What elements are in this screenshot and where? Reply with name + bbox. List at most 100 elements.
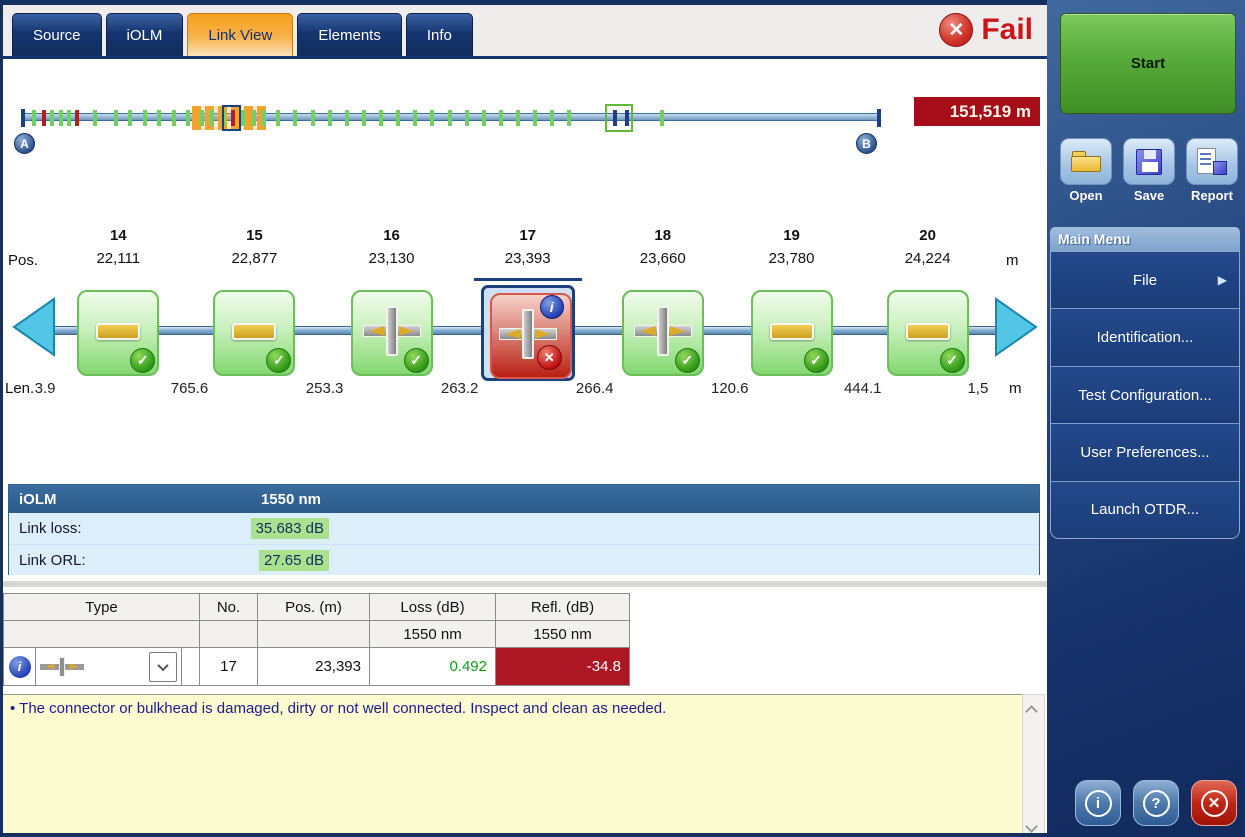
fiber-event-tick: [241, 110, 246, 126]
menu-item-identification[interactable]: Identification...: [1051, 309, 1239, 367]
open-folder-icon: [1071, 151, 1101, 172]
message-bullet: •: [10, 700, 16, 717]
menu-item-user-preferences-label: User Preferences...: [1080, 443, 1210, 461]
fiber-event-tick: [293, 110, 298, 126]
close-circle-icon: ✕: [1200, 789, 1228, 817]
element-position: 23,130: [368, 250, 415, 267]
info-circle-icon: i: [1084, 789, 1112, 817]
scroll-left-arrow[interactable]: [10, 297, 56, 357]
menu-item-file-label: File: [1132, 271, 1158, 289]
fiber-event-tick: [396, 110, 401, 126]
iolm-results-title: iOLM: [19, 490, 57, 508]
fiber-event-tick: [327, 110, 332, 126]
window-edge-top: [0, 0, 1047, 5]
iolm-results-header: iOLM 1550 nm: [9, 485, 1039, 513]
splice-icon: [769, 323, 814, 340]
tab-elements[interactable]: Elements: [297, 13, 402, 56]
help-button[interactable]: ?: [1133, 780, 1179, 826]
splice-icon: [96, 323, 141, 340]
element-pass-icon: ✓: [403, 348, 429, 373]
link-overview-bar[interactable]: [21, 104, 881, 132]
fiber-event-tick: [66, 110, 71, 126]
pos-row-label: Pos.: [8, 252, 39, 269]
col-loss-header: Loss (dB): [370, 594, 496, 621]
element-position: 22,877: [231, 250, 278, 267]
open-button-label: Open: [1069, 188, 1103, 203]
elements-detail-view: Pos. m 14 22,111 ✓ 15 22,877 ✓ 16 23,130 ✓ 17 23,3…: [0, 227, 1047, 477]
start-button[interactable]: Start: [1060, 13, 1236, 114]
scroll-right-arrow[interactable]: [994, 297, 1040, 357]
tab-source[interactable]: Source: [12, 13, 102, 56]
menu-item-launch-otdr[interactable]: Launch OTDR...: [1051, 481, 1239, 538]
element-table-header-row: Type No. Pos. (m) Loss (dB) Refl. (dB): [4, 594, 630, 621]
element-box-14-pass[interactable]: ✓: [71, 285, 165, 381]
splice-icon: [905, 323, 950, 340]
section-length-value: 120.6: [710, 380, 749, 397]
len-row-label: Len.: [5, 380, 35, 397]
tab-info[interactable]: Info: [405, 13, 473, 56]
row-refl-value: -34.8: [496, 648, 630, 686]
row-loss-value: 0.492: [370, 648, 496, 686]
element-number: 15: [246, 227, 263, 244]
element-box-15-pass[interactable]: ✓: [207, 285, 301, 381]
fiber-event-tick: [447, 110, 452, 126]
fiber-event-tick: [276, 110, 281, 126]
fiber-event-tick: [379, 110, 384, 126]
save-button-label: Save: [1133, 188, 1165, 203]
chevron-down-icon: [157, 659, 169, 671]
save-button[interactable]: [1123, 138, 1175, 185]
about-info-button[interactable]: i: [1075, 780, 1121, 826]
link-end-cap: [877, 109, 881, 127]
element-fail-icon: ✕: [536, 345, 562, 370]
fiber-event-tick: [75, 110, 80, 126]
element-info-icon[interactable]: i: [539, 295, 564, 319]
diagnostic-message-area: • The connector or bulkhead is damaged, …: [0, 694, 1022, 837]
exit-button[interactable]: ✕: [1191, 780, 1237, 826]
fiber-event-tick: [113, 110, 118, 126]
report-document-icon: [1197, 148, 1227, 175]
message-scrollbar[interactable]: [1022, 694, 1045, 837]
section-length-value: 3.9: [34, 380, 56, 397]
connector-type-icon: [40, 656, 84, 677]
menu-item-user-preferences[interactable]: User Preferences...: [1051, 424, 1239, 482]
element-position: 23,780: [768, 250, 815, 267]
link-overview-section: A B 151,519 m: [0, 59, 1047, 227]
element-detail-panel: Type No. Pos. (m) Loss (dB) Refl. (dB) 1…: [0, 581, 1047, 837]
section-length-value: 266.4: [575, 380, 614, 397]
report-button-label: Report: [1191, 188, 1233, 203]
save-floppy-icon: [1136, 148, 1162, 175]
fail-status-label: Fail: [981, 13, 1033, 46]
tab-iolm[interactable]: iOLM: [105, 13, 184, 56]
open-button[interactable]: [1060, 138, 1112, 185]
menu-item-test-configuration[interactable]: Test Configuration...: [1051, 366, 1239, 425]
connector-icon: [633, 306, 692, 356]
section-length-value: 1,5: [967, 380, 989, 397]
element-box-16-pass[interactable]: ✓: [345, 285, 439, 381]
scrollbar-up-arrow[interactable]: [1025, 703, 1039, 718]
element-number: 16: [383, 227, 400, 244]
fiber-event-tick: [50, 110, 55, 126]
section-length-value: 253.3: [305, 380, 344, 397]
tab-link-view[interactable]: Link View: [187, 13, 294, 56]
element-table-row-17[interactable]: i 17 23,393 0.492 -34.8: [4, 648, 630, 686]
col-no-header: No.: [200, 594, 258, 621]
menu-item-identification-label: Identification...: [1096, 329, 1194, 347]
selected-element-underline: [473, 278, 582, 281]
element-box-20-pass[interactable]: ✓: [881, 285, 975, 381]
row-spacer-cell: [182, 648, 200, 686]
menu-item-file[interactable]: File ▶: [1051, 252, 1239, 310]
element-position: 23,660: [639, 250, 686, 267]
main-menu: File ▶ Identification... Test Configurat…: [1050, 251, 1240, 539]
fiber-event-tick: [142, 110, 147, 126]
col-type-header: Type: [4, 594, 200, 621]
element-box-18-pass[interactable]: ✓: [616, 285, 710, 381]
link-length-badge: 151,519 m: [914, 97, 1040, 126]
col-refl-header: Refl. (dB): [496, 594, 630, 621]
element-box-19-pass[interactable]: ✓: [745, 285, 839, 381]
section-length-value: 444.1: [843, 380, 882, 397]
info-icon[interactable]: i: [8, 655, 31, 678]
element-box-17-fail[interactable]: i ✕: [480, 285, 575, 381]
report-button[interactable]: [1186, 138, 1238, 185]
type-dropdown-button[interactable]: [149, 651, 177, 682]
